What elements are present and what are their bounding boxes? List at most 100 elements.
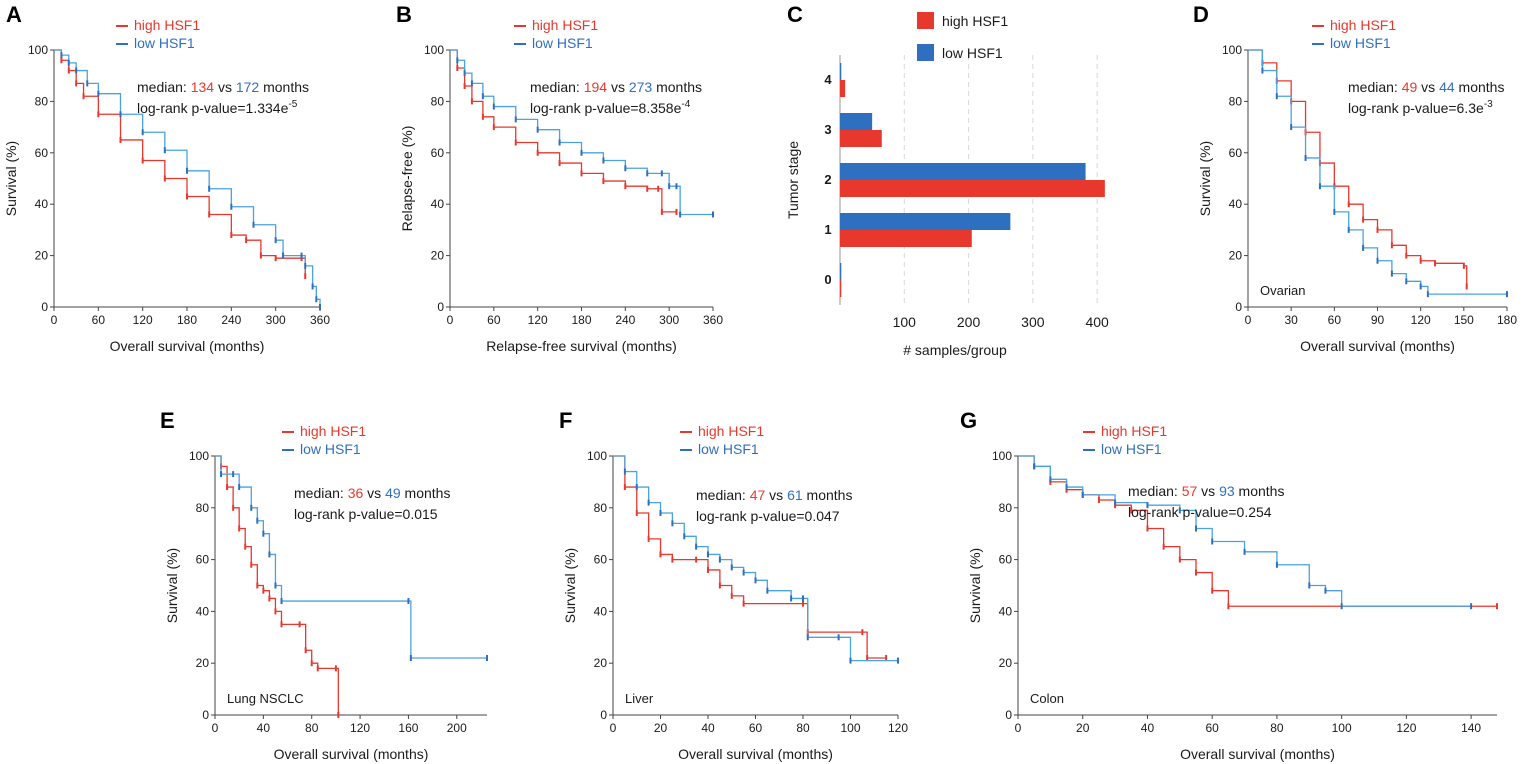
legend-label: low HSF1 (1330, 35, 1391, 51)
x-tick-label: 80 (796, 721, 810, 735)
median-part: 93 (1219, 483, 1235, 499)
cancer-type-note: Colon (1030, 691, 1064, 706)
x-tick-label: 360 (703, 313, 723, 327)
pvalue-text: log-rank p-value=0.047 (696, 508, 840, 524)
cancer-type-note: Lung NSCLC (227, 691, 304, 706)
x-tick-label: 0 (51, 313, 58, 327)
median-part: vs (765, 487, 787, 503)
median-annotation: median: 49 vs 44 months (1348, 79, 1504, 95)
pvalue-exponent: -4 (681, 99, 690, 110)
y-tick-label: 40 (35, 197, 49, 211)
y-tick-label: 60 (1229, 146, 1243, 160)
category-label: 2 (824, 172, 831, 187)
y-tick-label: 100 (28, 43, 48, 57)
y-tick-label: 40 (196, 604, 210, 618)
y-tick-label: 80 (594, 501, 608, 515)
median-annotation: median: 57 vs 93 months (1128, 483, 1284, 499)
y-tick-label: 0 (202, 708, 209, 722)
category-label: 1 (824, 222, 831, 237)
median-part: 134 (191, 79, 215, 95)
x-tick-label: 240 (221, 313, 241, 327)
x-tick-label: 40 (1141, 721, 1155, 735)
pvalue-annotation: log-rank p-value=8.358e-4 (530, 99, 691, 116)
x-axis-label: Overall survival (months) (274, 746, 429, 762)
panel-label: E (160, 408, 175, 433)
pvalue-annotation: log-rank p-value=1.334e-5 (137, 99, 298, 116)
panel-label: D (1193, 2, 1209, 27)
legend-label: high HSF1 (134, 17, 200, 33)
median-part: months (1235, 483, 1285, 499)
survival-curve-low (1018, 455, 1472, 607)
legend-label: low HSF1 (300, 441, 361, 457)
x-axis-label: Relapse-free survival (months) (486, 338, 677, 354)
x-tick-label: 120 (1396, 721, 1416, 735)
x-tick-label: 300 (659, 313, 679, 327)
median-part: 61 (787, 487, 803, 503)
survival-curve-high (1018, 455, 1497, 607)
median-part: 49 (385, 485, 401, 501)
panel-label: G (960, 408, 977, 433)
pvalue-text: log-rank p-value=0.015 (294, 506, 438, 522)
pvalue-text: log-rank p-value=1.334e (137, 100, 289, 116)
y-tick-label: 0 (1235, 300, 1242, 314)
x-tick-label: 60 (1328, 313, 1342, 327)
x-tick-label: 40 (701, 721, 715, 735)
y-tick-label: 0 (41, 300, 48, 314)
pvalue-annotation: log-rank p-value=0.015 (294, 506, 438, 522)
median-part: 172 (236, 79, 260, 95)
x-tick-label: 20 (1076, 721, 1090, 735)
x-tick-label: 0 (1245, 313, 1252, 327)
x-tick-label: 400 (1085, 314, 1109, 330)
x-tick-label: 60 (749, 721, 763, 735)
panel-C: C 100 200 300 400 0 1 2 3 4 # samples/group Tumor s… (785, 2, 1109, 358)
category-label: 4 (824, 72, 832, 87)
x-tick-label: 200 (957, 314, 981, 330)
panel-label: A (6, 2, 22, 27)
y-tick-label: 100 (587, 449, 607, 463)
survival-curve-low (215, 455, 487, 659)
panel-label: F (559, 408, 572, 433)
y-tick-label: 100 (992, 449, 1012, 463)
survival-curve-low (1248, 49, 1507, 295)
x-tick-label: 300 (1021, 314, 1045, 330)
y-axis-label: Relapse-free (%) (399, 126, 415, 232)
x-tick-label: 200 (447, 721, 467, 735)
legend-label: low HSF1 (134, 35, 195, 51)
y-tick-label: 40 (431, 197, 445, 211)
x-tick-label: 120 (1411, 313, 1431, 327)
x-tick-label: 80 (1270, 721, 1284, 735)
median-part: months (259, 79, 309, 95)
legend-label: high HSF1 (698, 423, 764, 439)
x-tick-label: 100 (840, 721, 860, 735)
legend-label: high HSF1 (300, 423, 366, 439)
y-tick-label: 20 (196, 656, 210, 670)
cancer-type-note: Ovarian (1260, 283, 1306, 298)
x-axis-label: # samples/group (903, 342, 1007, 358)
bar-low-0 (840, 263, 842, 280)
pvalue-annotation: log-rank p-value=0.047 (696, 508, 840, 524)
median-part: median: (696, 487, 750, 503)
legend-swatch (917, 44, 934, 61)
y-axis-label: Survival (%) (967, 548, 983, 623)
median-part: 36 (348, 485, 364, 501)
bar-high-0 (840, 280, 842, 297)
y-axis-label: Tumor stage (785, 141, 801, 219)
y-tick-label: 20 (35, 249, 49, 263)
panel-label: C (787, 2, 803, 27)
y-axis-label: Survival (%) (164, 548, 180, 623)
legend-label: low HSF1 (1101, 441, 1162, 457)
x-tick-label: 160 (398, 721, 418, 735)
x-tick-label: 0 (212, 721, 219, 735)
bar-low-3 (840, 113, 873, 130)
median-part: vs (363, 485, 385, 501)
y-tick-label: 40 (594, 604, 608, 618)
legend-label: high HSF1 (942, 13, 1008, 29)
x-axis-label: Overall survival (months) (1180, 746, 1335, 762)
pvalue-text: log-rank p-value=8.358e (530, 100, 682, 116)
pvalue-text: log-rank p-value=0.254 (1128, 504, 1272, 520)
category-label: 0 (824, 272, 831, 287)
pvalue-text: log-rank p-value=6.3e (1348, 100, 1484, 116)
x-tick-label: 120 (133, 313, 153, 327)
bar-high-3 (840, 130, 882, 147)
